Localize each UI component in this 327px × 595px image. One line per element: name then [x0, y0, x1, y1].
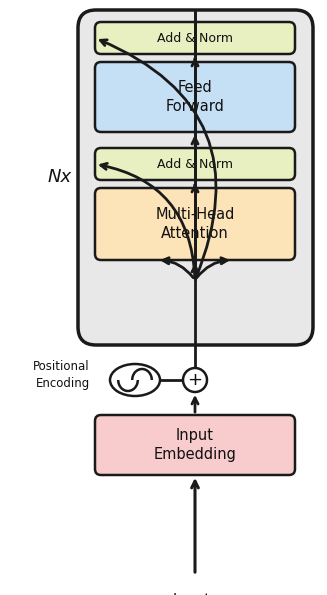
Text: Inputs: Inputs [172, 593, 218, 595]
FancyBboxPatch shape [95, 62, 295, 132]
FancyArrowPatch shape [100, 40, 216, 277]
Text: Add & Norm: Add & Norm [157, 32, 233, 45]
FancyBboxPatch shape [95, 148, 295, 180]
Text: Positional
Encoding: Positional Encoding [33, 359, 90, 390]
Text: Add & Norm: Add & Norm [157, 158, 233, 171]
Text: Input
Embedding: Input Embedding [154, 428, 236, 462]
Text: +: + [187, 371, 202, 389]
FancyBboxPatch shape [78, 10, 313, 345]
Text: Nx: Nx [48, 168, 72, 186]
FancyArrowPatch shape [163, 258, 193, 278]
Text: Feed
Forward: Feed Forward [165, 80, 224, 114]
FancyBboxPatch shape [95, 22, 295, 54]
Ellipse shape [110, 364, 160, 396]
Circle shape [183, 368, 207, 392]
FancyBboxPatch shape [95, 415, 295, 475]
FancyArrowPatch shape [101, 164, 195, 277]
FancyArrowPatch shape [197, 258, 227, 278]
Text: Multi-Head
Attention: Multi-Head Attention [155, 206, 235, 242]
FancyBboxPatch shape [95, 188, 295, 260]
